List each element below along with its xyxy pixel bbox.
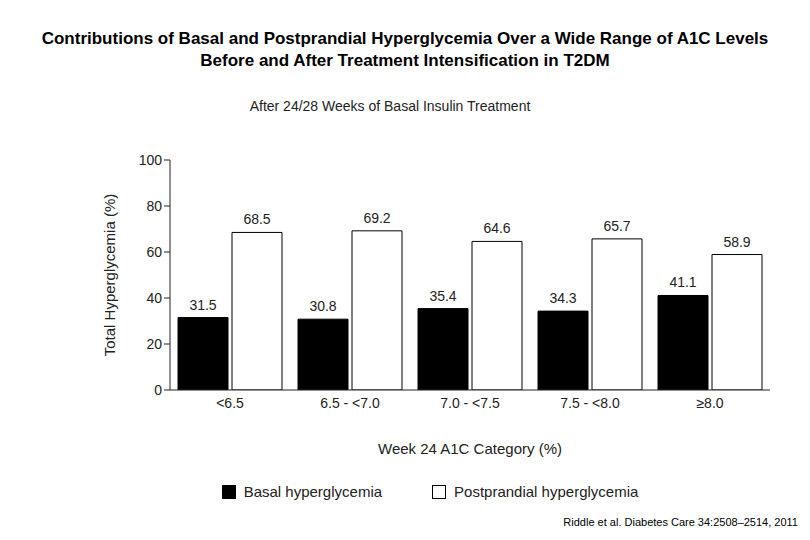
svg-text:6.5 - <7.0: 6.5 - <7.0	[320, 395, 380, 411]
svg-text:Total Hyperglycemia (%): Total Hyperglycemia (%)	[101, 194, 118, 357]
html-text:Postprandial hyperglycemia: Postprandial hyperglycemia	[454, 483, 639, 500]
html-text:Week 24 A1C Category (%): Week 24 A1C Category (%)	[378, 440, 562, 457]
svg-text:80: 80	[146, 198, 162, 214]
svg-text:65.7: 65.7	[603, 218, 630, 234]
svg-text:31.5: 31.5	[189, 297, 216, 313]
svg-text:≥8.0: ≥8.0	[696, 395, 723, 411]
svg-text:69.2: 69.2	[363, 210, 390, 226]
svg-text:30.8: 30.8	[309, 298, 336, 314]
svg-text:40: 40	[146, 290, 162, 306]
svg-text:7.0 - <7.5: 7.0 - <7.5	[440, 395, 500, 411]
svg-text:100: 100	[139, 152, 163, 168]
html-text:Riddle et al. Diabetes Care 34: Riddle et al. Diabetes Care 34:2508–2514…	[563, 516, 798, 528]
svg-text:64.6: 64.6	[483, 220, 510, 236]
svg-text:0: 0	[154, 382, 162, 398]
svg-text:35.4: 35.4	[429, 288, 456, 304]
svg-text:34.3: 34.3	[549, 290, 576, 306]
svg-text:58.9: 58.9	[723, 234, 750, 250]
svg-text:7.5 - <8.0: 7.5 - <8.0	[560, 395, 620, 411]
svg-text:20: 20	[146, 336, 162, 352]
html-text:After 24/28 Weeks of Basal Ins: After 24/28 Weeks of Basal Insulin Treat…	[249, 98, 531, 114]
svg-text:<6.5: <6.5	[216, 395, 244, 411]
svg-text:60: 60	[146, 244, 162, 260]
html-text:Basal hyperglycemia: Basal hyperglycemia	[243, 483, 383, 500]
svg-text:68.5: 68.5	[243, 211, 270, 227]
html-text:Contributions of Basal and Pos: Contributions of Basal and Postprandial …	[41, 29, 769, 70]
svg-text:41.1: 41.1	[669, 274, 696, 290]
